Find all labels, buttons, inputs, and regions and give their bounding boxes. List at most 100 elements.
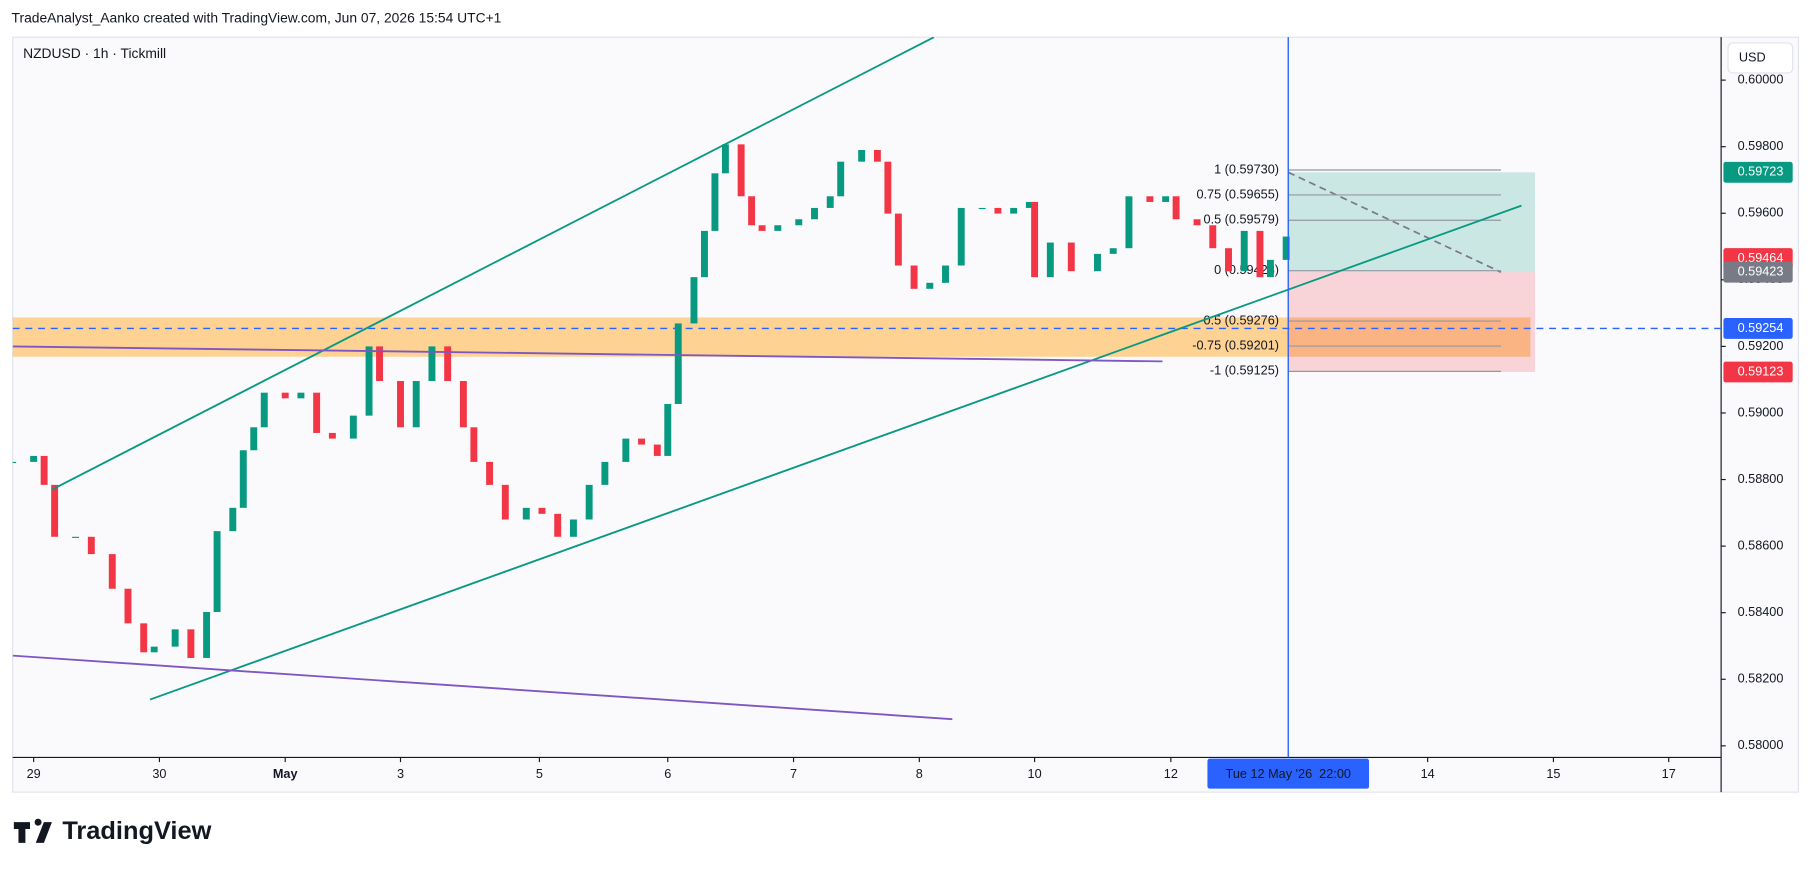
price-tag-label: 0.59423 — [1738, 265, 1784, 279]
y-tick-label: 0.59200 — [1738, 339, 1784, 353]
x-tick-label: 17 — [1662, 767, 1676, 781]
candle — [522, 507, 530, 520]
position-profit — [1288, 172, 1536, 273]
crosshair-label: Tue 12 May '26 22:00 — [1226, 767, 1351, 781]
candle — [1031, 201, 1039, 278]
candle — [1146, 196, 1154, 202]
y-tick-label: 0.59000 — [1738, 405, 1784, 419]
candle — [601, 461, 609, 485]
candle — [470, 427, 478, 462]
x-tick-label: 10 — [1028, 767, 1042, 781]
currency-button[interactable] — [1727, 42, 1794, 74]
candle — [213, 531, 221, 613]
candle — [1046, 242, 1054, 278]
candle — [748, 196, 756, 226]
candle — [978, 207, 986, 210]
candle — [942, 265, 949, 283]
candle — [569, 519, 577, 537]
y-tick-label: 0.59800 — [1738, 139, 1784, 153]
candle — [444, 346, 452, 382]
candle — [1266, 259, 1274, 278]
candle — [1010, 207, 1018, 214]
candle — [538, 507, 546, 514]
x-tick-label: 29 — [27, 767, 41, 781]
y-tick-label: 0.58600 — [1738, 538, 1784, 552]
x-tick-label: 14 — [1421, 767, 1435, 781]
candle — [1109, 248, 1117, 254]
candle — [1256, 230, 1264, 278]
candle — [690, 277, 698, 324]
candle — [700, 230, 708, 278]
candle — [72, 536, 80, 538]
candle — [1025, 201, 1033, 208]
candle — [721, 144, 729, 174]
candle — [313, 392, 321, 433]
candle — [428, 346, 436, 382]
overlay: 0.58000 0.58200 0.58400 0.58600 0.58800 0.590… — [27, 37, 1793, 789]
candle — [1125, 196, 1133, 249]
trend-line — [12, 654, 953, 721]
logo-text: TradingView — [62, 817, 211, 845]
candle — [858, 150, 866, 162]
candle — [397, 381, 404, 428]
candle — [585, 484, 593, 520]
fib-label: -1 (0.59125) — [1210, 364, 1279, 378]
candle — [124, 588, 132, 624]
fib-label: 0.75 (0.59655) — [1196, 187, 1279, 201]
candle — [229, 507, 237, 532]
crosshair-label-bg — [1207, 758, 1370, 789]
fib-label: 0.5 (0.59579) — [1204, 213, 1279, 227]
price-tag-label: 0.59723 — [1738, 165, 1784, 179]
candle — [795, 219, 803, 226]
x-tick-label: 8 — [916, 767, 923, 781]
trend-line — [149, 204, 1522, 701]
price-tag — [1723, 318, 1793, 339]
candle — [910, 265, 918, 289]
candle — [203, 612, 211, 658]
x-tick-label: 7 — [790, 767, 797, 781]
trend-line — [12, 345, 1163, 363]
candle — [926, 282, 934, 289]
x-tick-label: 15 — [1546, 767, 1560, 781]
fib-label: -0.5 (0.59276) — [1199, 313, 1279, 327]
candle — [459, 381, 467, 428]
candle — [171, 629, 179, 647]
candle — [674, 323, 682, 404]
price-tag — [1723, 161, 1793, 183]
candle — [140, 623, 148, 653]
candle — [281, 392, 289, 399]
candle — [260, 392, 268, 428]
candle — [1172, 196, 1180, 220]
candle — [328, 432, 336, 439]
candle — [30, 455, 38, 462]
logo: TradingView — [13, 817, 212, 845]
candle — [108, 554, 116, 589]
candle — [711, 173, 719, 231]
x-tick-label: 12 — [1164, 767, 1178, 781]
position-path — [1287, 171, 1502, 273]
candle — [12, 461, 17, 464]
candle — [297, 392, 305, 399]
candle — [250, 427, 258, 451]
candle — [826, 196, 834, 208]
fib-label: -0.75 (0.59201) — [1192, 338, 1279, 352]
x-tick-label: 3 — [397, 767, 404, 781]
x-tick-label: 5 — [536, 767, 543, 781]
y-tick-label: 0.60000 — [1738, 72, 1784, 86]
y-tick-label: 0.59600 — [1738, 206, 1784, 220]
price-tag — [1723, 361, 1793, 383]
candle — [239, 450, 247, 508]
candle — [87, 536, 95, 555]
currency[interactable]: USD — [1739, 50, 1766, 64]
candle — [638, 438, 646, 445]
candle — [994, 207, 1002, 214]
candle — [873, 150, 881, 162]
candle — [1193, 219, 1201, 226]
candle — [774, 225, 782, 231]
candle — [51, 484, 59, 537]
trend-line — [51, 37, 935, 491]
candle — [894, 213, 902, 266]
y-tick-label: 0.58400 — [1738, 605, 1784, 619]
candle — [758, 225, 766, 231]
